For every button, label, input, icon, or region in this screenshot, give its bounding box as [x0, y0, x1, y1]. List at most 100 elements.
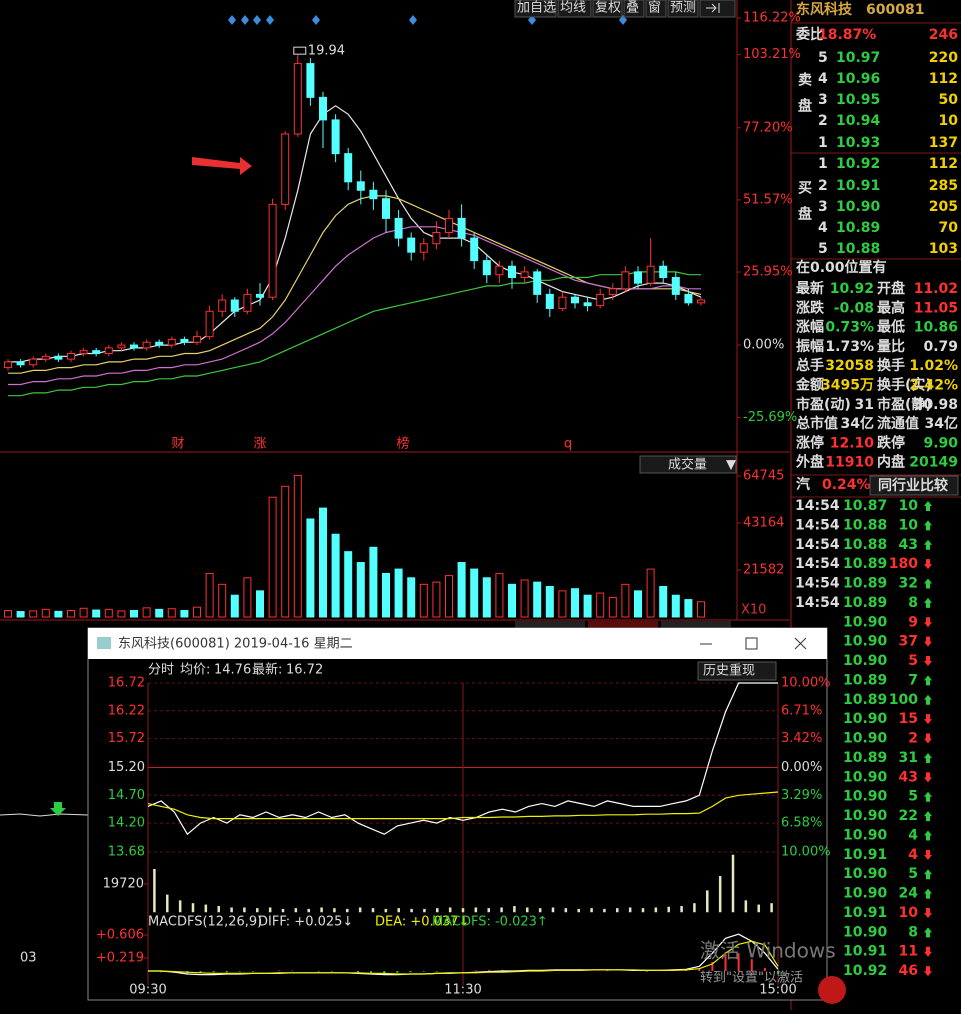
candle-body — [533, 271, 542, 295]
direction-arrow — [924, 752, 932, 763]
trade-time: 14:54 — [795, 595, 840, 611]
toolbar-button[interactable] — [699, 0, 736, 18]
volume-bar — [155, 608, 164, 618]
volume-chart: 64745 43164 21582 — [4, 468, 784, 618]
volume-bar — [718, 876, 722, 913]
window-title: 东风科技(600081) 2019-04-16 星期二 — [118, 637, 353, 652]
close-button[interactable] — [794, 637, 807, 650]
stat-value: 10.92 — [830, 281, 874, 297]
weibi-label: 委比 — [795, 26, 824, 43]
candle-body — [79, 350, 88, 354]
trade-time: 14:54 — [795, 556, 840, 572]
book-volume: 112 — [929, 71, 958, 87]
volume-bar — [474, 907, 478, 913]
toolbar-label: 均线 — [560, 1, 586, 16]
toolbar-button[interactable] — [667, 0, 699, 18]
volume-bar — [731, 854, 735, 913]
candle-body — [142, 341, 151, 349]
volume-bar — [79, 607, 88, 618]
toolbar-button[interactable] — [623, 0, 645, 18]
stat-label: 振幅 — [796, 338, 824, 355]
trade-price: 10.90 — [843, 866, 888, 882]
volume-bar — [744, 900, 748, 913]
macd-line — [148, 940, 779, 975]
volume-bar — [281, 908, 285, 913]
volume-bar — [358, 907, 362, 913]
tab[interactable] — [588, 621, 658, 628]
y-tick-label: 16.72 — [108, 676, 145, 691]
volume-bar — [445, 575, 453, 618]
toolbar-button[interactable] — [514, 0, 557, 18]
trade-time: 14:54 — [795, 498, 840, 514]
trade-price: 10.91 — [843, 944, 887, 960]
toolbar-button[interactable] — [645, 0, 667, 18]
y-tick-label: +0.219 — [96, 951, 144, 966]
trade-volume: 5 — [908, 789, 918, 805]
trade-price: 10.90 — [843, 827, 888, 843]
trade-price: 10.88 — [843, 517, 887, 533]
compare: 同行业比较 — [878, 477, 948, 494]
trade-volume: 43 — [899, 769, 918, 785]
candle-body — [596, 293, 605, 307]
toolbar-label: 叠 — [626, 1, 639, 16]
volume-bar — [268, 496, 277, 618]
trade-volume: 37 — [899, 634, 918, 650]
window-frame — [87, 627, 828, 1001]
volume-bar — [41, 608, 50, 618]
trade-volume: 8 — [908, 595, 918, 611]
volume-bar — [646, 568, 655, 618]
volume-bar — [680, 906, 683, 913]
quote-panel: 东风科技 600081 委比 18.87% 246 卖盘 买盘 在0.00位置有… — [791, 1, 961, 979]
trade-volume: 11 — [899, 944, 918, 960]
volume-bar — [616, 908, 619, 913]
candle-body — [470, 237, 479, 262]
stat-label: 涨跌 — [796, 300, 825, 316]
maximize-button[interactable] — [745, 637, 758, 650]
tab[interactable] — [515, 621, 585, 628]
volume-bar — [344, 551, 353, 618]
candle-body — [306, 63, 315, 98]
stat-label: 换手 — [877, 357, 905, 374]
volume-bar — [29, 610, 38, 618]
book-price: 10.89 — [836, 220, 880, 236]
trade-price: 10.89 — [843, 595, 887, 611]
y-tick-label: 19720 — [103, 876, 144, 891]
indicator-dropdown[interactable] — [639, 455, 737, 474]
volume-bar — [641, 908, 645, 913]
candle-body — [684, 293, 693, 304]
toolbar-button[interactable] — [557, 0, 592, 18]
replay-button[interactable] — [697, 661, 777, 681]
y-tick-label: 15.20 — [108, 760, 145, 775]
mode: 分时 — [148, 663, 174, 678]
book-level: 1 — [818, 156, 828, 172]
x-tick-label: 09:30 — [129, 983, 166, 998]
tab[interactable] — [661, 621, 731, 628]
book-price: 10.90 — [836, 199, 881, 215]
direction-arrow — [924, 966, 932, 977]
trade-price: 10.90 — [843, 711, 888, 727]
volume-bar — [67, 609, 75, 618]
stat-label: 最低 — [877, 319, 905, 336]
candle-body — [369, 189, 378, 200]
y-tick-label: 116.22% — [743, 10, 801, 25]
exit-icon — [706, 3, 720, 13]
last-label: 最新: — [252, 662, 282, 678]
compare-button[interactable] — [869, 475, 959, 496]
direction-arrow — [924, 559, 932, 570]
volume-bar — [470, 568, 479, 618]
toolbar-button[interactable] — [592, 0, 623, 18]
avg-label: 均价: — [180, 663, 210, 678]
volume-bar — [256, 908, 259, 913]
candle-body — [281, 133, 290, 205]
volume-bar — [608, 596, 617, 618]
candle-body — [495, 265, 504, 276]
volume-title: 成交量 — [668, 457, 707, 473]
book-price: 10.92 — [836, 156, 880, 172]
candle-body — [508, 265, 516, 279]
trade-volume: 24 — [899, 886, 919, 902]
tabs — [515, 621, 731, 628]
trade-price: 10.89 — [843, 556, 887, 572]
arrow-annotation — [192, 157, 252, 175]
trade-time: 14:54 — [795, 576, 840, 592]
candle-body — [482, 260, 491, 276]
